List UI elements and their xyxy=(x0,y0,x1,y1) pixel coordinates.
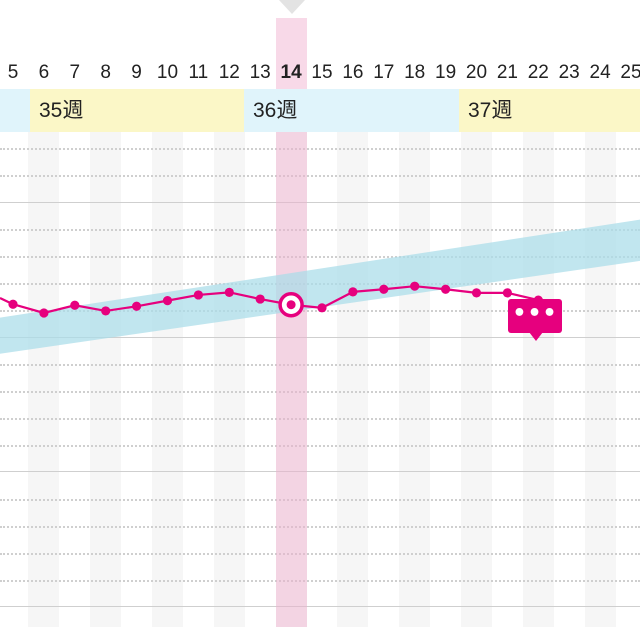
grid-line-minor xyxy=(0,445,640,447)
day-label[interactable]: 9 xyxy=(131,62,142,83)
week-label: 37週 xyxy=(459,89,640,132)
grid-line-minor xyxy=(0,364,640,366)
data-point[interactable] xyxy=(70,300,80,310)
week-label: 36週 xyxy=(244,89,459,132)
grid-line-minor xyxy=(0,229,640,231)
day-label[interactable]: 18 xyxy=(404,62,426,83)
grid-line-major xyxy=(0,471,640,472)
day-label[interactable]: 23 xyxy=(558,62,580,83)
data-point[interactable] xyxy=(101,306,111,316)
week-label: 35週 xyxy=(30,89,244,132)
data-point[interactable] xyxy=(471,288,482,298)
data-point[interactable] xyxy=(8,299,18,309)
grid-line-minor xyxy=(0,256,640,258)
data-point[interactable] xyxy=(410,281,420,291)
day-label[interactable]: 16 xyxy=(342,62,364,83)
day-label[interactable]: 10 xyxy=(156,62,179,83)
grid-line-minor xyxy=(0,526,640,528)
day-label[interactable]: 21 xyxy=(496,62,518,83)
data-point[interactable] xyxy=(132,301,142,311)
data-point[interactable] xyxy=(317,303,327,313)
day-column-stripe xyxy=(337,132,369,627)
note-badge[interactable]: ••• xyxy=(508,299,562,341)
reference-range-band xyxy=(0,219,640,354)
day-column-stripe xyxy=(90,132,122,627)
day-column-stripe xyxy=(584,132,616,627)
day-label[interactable]: 8 xyxy=(100,62,111,83)
selected-day-pointer-icon xyxy=(279,0,305,14)
day-column-stripe xyxy=(275,132,307,627)
grid-line-minor xyxy=(0,391,640,393)
data-point[interactable] xyxy=(255,294,265,304)
day-label[interactable]: 22 xyxy=(527,62,549,83)
day-label[interactable]: 25 xyxy=(620,62,640,83)
day-label[interactable]: 19 xyxy=(435,62,457,83)
data-point[interactable] xyxy=(39,308,49,318)
day-label[interactable]: 24 xyxy=(589,62,611,83)
grid-line-major xyxy=(0,337,640,338)
day-column-stripe xyxy=(28,132,60,627)
data-point[interactable] xyxy=(224,287,234,297)
day-label[interactable]: 6 xyxy=(38,62,50,83)
day-label[interactable]: 11 xyxy=(188,62,209,83)
day-label[interactable]: 20 xyxy=(465,62,488,83)
day-column-stripe xyxy=(522,132,554,627)
day-label[interactable]: 7 xyxy=(69,62,81,83)
more-dots-icon: ••• xyxy=(512,301,558,326)
data-point[interactable] xyxy=(502,288,512,298)
day-label[interactable]: 13 xyxy=(249,62,271,83)
day-label[interactable]: 17 xyxy=(373,62,395,83)
grid-line-minor xyxy=(0,553,640,555)
data-point[interactable] xyxy=(162,296,173,306)
data-point[interactable] xyxy=(379,284,389,294)
day-label[interactable]: 5 xyxy=(7,62,19,83)
day-column-stripe xyxy=(399,132,431,627)
day-label-selected[interactable]: 14 xyxy=(280,62,302,83)
grid-line-minor xyxy=(0,418,640,420)
selected-data-point-center xyxy=(286,300,296,310)
grid-line-major xyxy=(0,606,640,607)
data-point[interactable] xyxy=(348,287,358,297)
day-label[interactable]: 12 xyxy=(218,62,240,83)
temperature-series-line xyxy=(12,285,539,315)
grid-line-minor xyxy=(0,175,640,177)
day-column-stripe xyxy=(461,132,492,627)
week-label xyxy=(0,89,30,132)
data-point[interactable] xyxy=(193,290,203,300)
grid-line-minor xyxy=(0,148,640,150)
grid-line-minor xyxy=(0,580,640,582)
day-column-stripe xyxy=(152,132,183,627)
grid-line-major xyxy=(0,202,640,203)
day-column-stripe xyxy=(213,132,245,627)
data-point[interactable] xyxy=(441,284,451,294)
day-label[interactable]: 15 xyxy=(311,62,333,83)
grid-line-minor xyxy=(0,499,640,501)
